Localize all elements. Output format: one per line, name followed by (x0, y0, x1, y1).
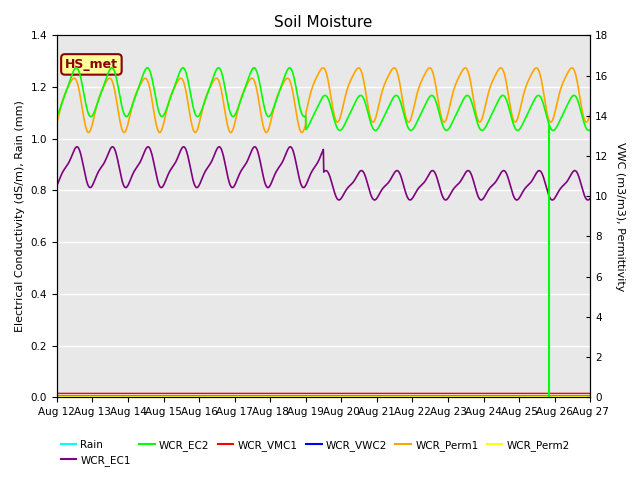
Text: HS_met: HS_met (65, 58, 118, 71)
Y-axis label: VWC (m3/m3), Permittivity: VWC (m3/m3), Permittivity (615, 142, 625, 291)
Legend: Rain, WCR_EC1, WCR_EC2, WCR_VMC1, WCR_VWC2, WCR_Perm1, WCR_Perm2: Rain, WCR_EC1, WCR_EC2, WCR_VMC1, WCR_VW… (56, 435, 574, 470)
Title: Soil Moisture: Soil Moisture (275, 15, 372, 30)
Y-axis label: Electrical Conductivity (dS/m), Rain (mm): Electrical Conductivity (dS/m), Rain (mm… (15, 100, 25, 332)
